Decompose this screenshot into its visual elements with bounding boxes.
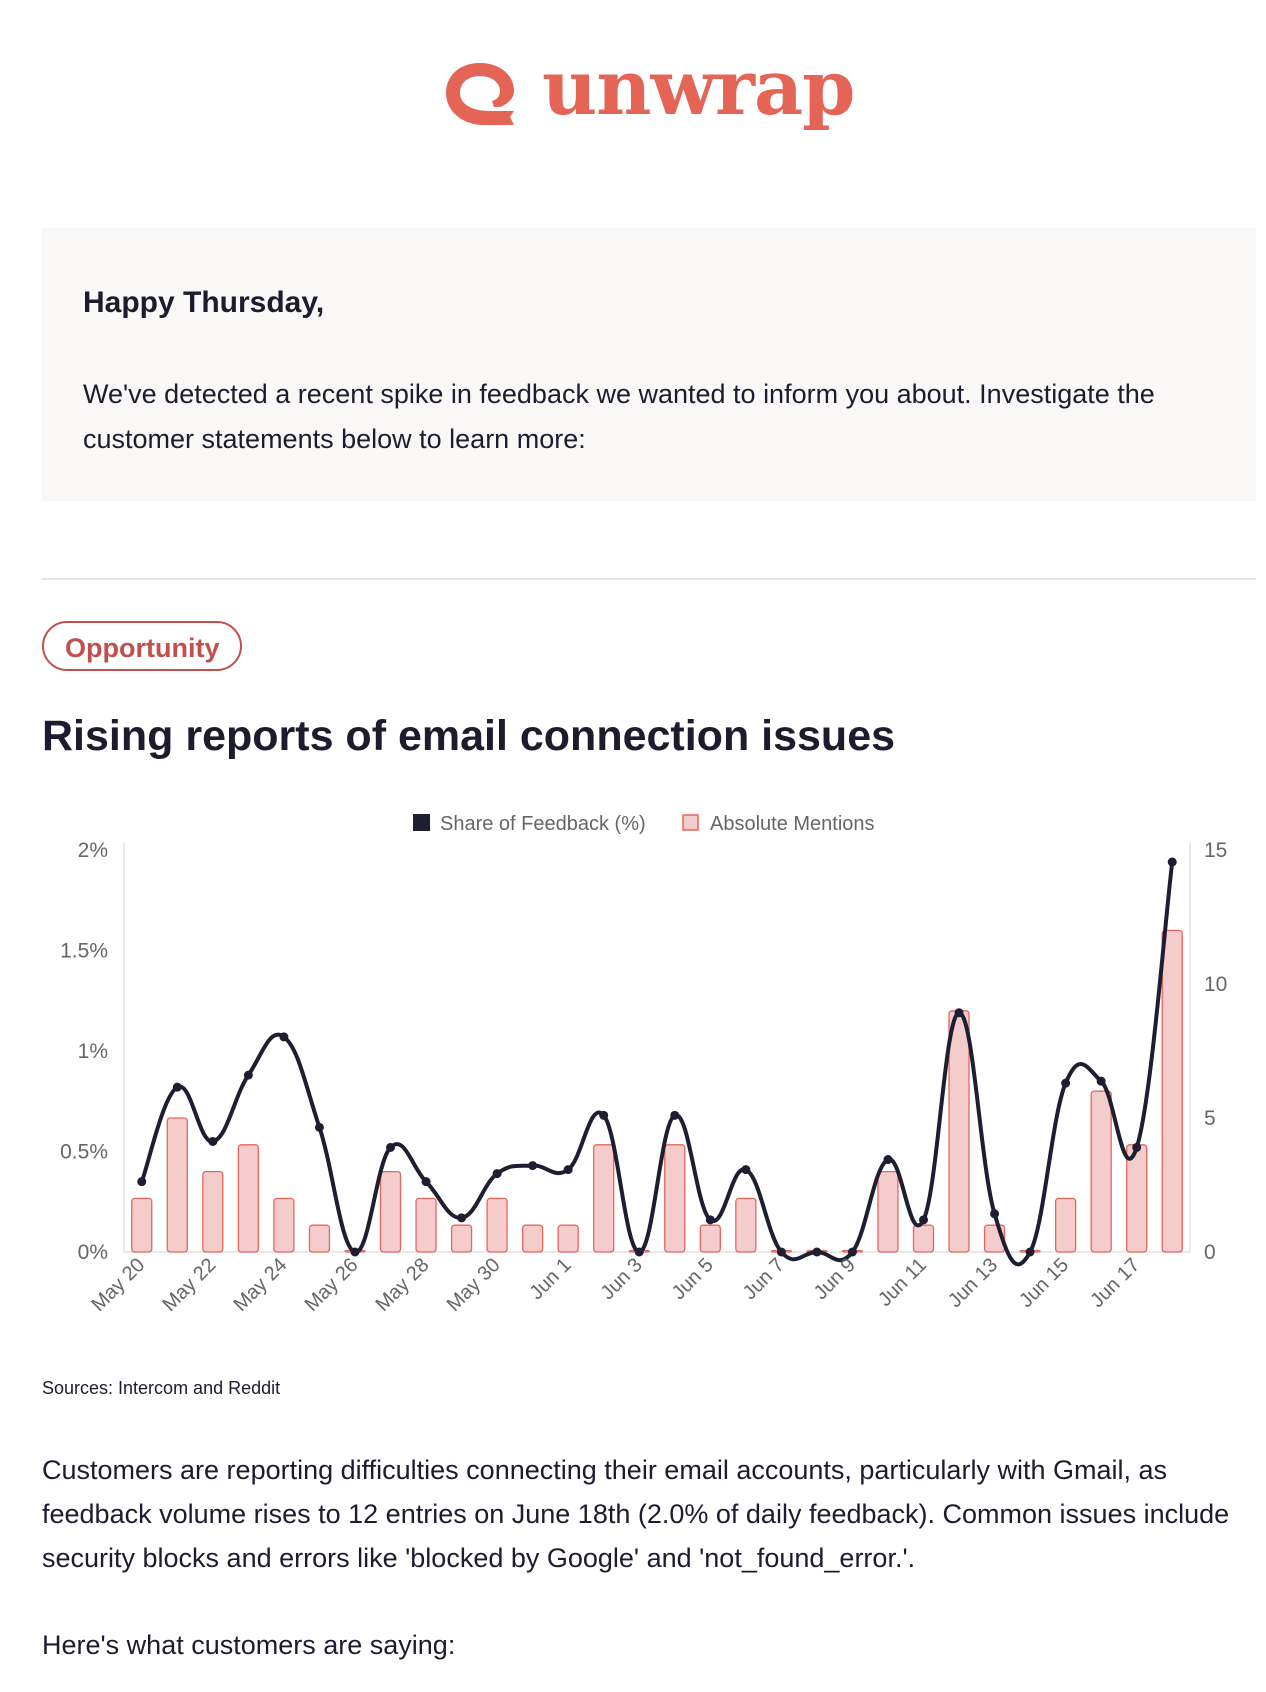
mentions-bar	[1161, 929, 1183, 1253]
brand-name: unwrap	[542, 43, 855, 132]
left-tick-label: 2%	[78, 839, 108, 862]
share-point	[883, 1155, 893, 1165]
right-tick-label: 5	[1204, 1107, 1216, 1130]
share-point	[1061, 1078, 1071, 1088]
left-tick-label: 1%	[78, 1040, 108, 1063]
share-point	[1167, 857, 1177, 867]
mentions-bar	[237, 1144, 260, 1253]
mentions-bar	[415, 1197, 437, 1253]
x-tick-label: Jun 1	[526, 1254, 576, 1304]
greeting: Happy Thursday,	[83, 286, 325, 319]
x-tick-label: May 26	[301, 1254, 363, 1316]
mentions-bar	[379, 1170, 402, 1253]
chart-sources: Sources: Intercom and Reddit	[42, 1378, 281, 1398]
mentions-bar	[166, 1117, 188, 1253]
x-tick-label: Jun 11	[874, 1254, 931, 1311]
mentions-bar	[735, 1197, 757, 1253]
divider	[42, 578, 1256, 580]
share-point	[386, 1142, 395, 1152]
share-point	[1025, 1247, 1035, 1257]
share-point	[812, 1247, 822, 1257]
mentions-bar	[202, 1170, 224, 1253]
x-tick-label: May 30	[443, 1254, 505, 1316]
left-tick-label: 0%	[78, 1241, 108, 1264]
right-tick-label: 10	[1204, 973, 1227, 996]
mentions-bar	[1126, 1144, 1148, 1253]
mentions-bar	[308, 1224, 331, 1253]
category-badge: Opportunity	[42, 621, 243, 671]
share-point	[279, 1032, 289, 1042]
share-point	[990, 1209, 1000, 1219]
mentions-bar	[486, 1197, 508, 1253]
share-point	[421, 1177, 431, 1187]
share-point	[172, 1082, 182, 1092]
mentions-bar	[1054, 1197, 1077, 1253]
share-point	[1096, 1076, 1106, 1086]
mentions-bar	[131, 1197, 153, 1253]
x-tick-label: May 28	[372, 1254, 434, 1316]
share-point	[350, 1247, 360, 1257]
quotes-intro: Here's what customers are saying:	[42, 1630, 456, 1660]
insight-summary: Customers are reporting difficulties con…	[42, 1455, 1230, 1573]
share-point	[634, 1247, 644, 1257]
legend-label-mentions: Absolute Mentions	[710, 813, 875, 835]
mentions-bar	[699, 1224, 721, 1253]
mentions-bar	[593, 1144, 615, 1253]
legend-label-share: Share of Feedback (%)	[440, 813, 646, 835]
legend-swatch-mentions	[682, 814, 699, 831]
share-point	[954, 1008, 964, 1018]
x-tick-label: May 22	[158, 1254, 220, 1316]
share-point	[599, 1110, 609, 1120]
x-tick-label: Jun 3	[597, 1254, 647, 1304]
share-point	[776, 1247, 786, 1257]
unwrap-logo: unwrap	[440, 43, 855, 136]
x-tick-label: Jun 17	[1086, 1254, 1144, 1312]
mentions-bar	[948, 1010, 970, 1253]
share-point	[847, 1247, 857, 1257]
left-tick-label: 1.5%	[60, 940, 108, 963]
share-point	[563, 1165, 573, 1175]
x-tick-label: Jun 9	[810, 1254, 860, 1304]
mentions-bar	[557, 1224, 579, 1253]
share-point	[705, 1215, 715, 1225]
share-point	[243, 1070, 253, 1080]
insight-title: Rising reports of email connection issue…	[42, 712, 896, 760]
chart-legend: Share of Feedback (%) Absolute Mentions	[413, 813, 875, 835]
share-point	[919, 1215, 928, 1225]
share-point	[137, 1177, 147, 1187]
right-tick-label: 0	[1204, 1241, 1216, 1264]
mentions-bar	[273, 1197, 295, 1253]
greeting-panel	[42, 228, 1256, 501]
share-point	[208, 1136, 218, 1146]
mentions-bar	[877, 1170, 899, 1253]
mentions-bar	[450, 1224, 473, 1253]
share-point	[457, 1213, 467, 1223]
unwrap-ribbon-logo-icon	[446, 63, 514, 125]
mentions-bar	[664, 1144, 686, 1253]
share-line	[139, 861, 1175, 1267]
right-tick-label: 15	[1204, 839, 1227, 862]
feedback-chart: Share of Feedback (%) Absolute Mentions …	[60, 813, 1227, 1316]
share-point	[741, 1165, 751, 1175]
share-point	[670, 1110, 680, 1120]
x-tick-label: Jun 5	[668, 1254, 718, 1304]
intro-message: We've detected a recent spike in feedbac…	[83, 379, 1155, 454]
legend-swatch-share	[413, 814, 430, 831]
share-point	[492, 1169, 502, 1179]
x-tick-label: Jun 7	[739, 1254, 789, 1304]
mentions-bar	[912, 1224, 935, 1253]
share-point	[1132, 1142, 1142, 1152]
x-tick-label: Jun 13	[944, 1254, 1002, 1312]
share-point	[528, 1161, 538, 1171]
share-point	[314, 1122, 324, 1132]
mentions-bar	[1090, 1090, 1112, 1253]
mentions-bar	[521, 1224, 544, 1253]
left-tick-label: 0.5%	[60, 1141, 108, 1164]
x-tick-label: May 24	[229, 1254, 291, 1316]
